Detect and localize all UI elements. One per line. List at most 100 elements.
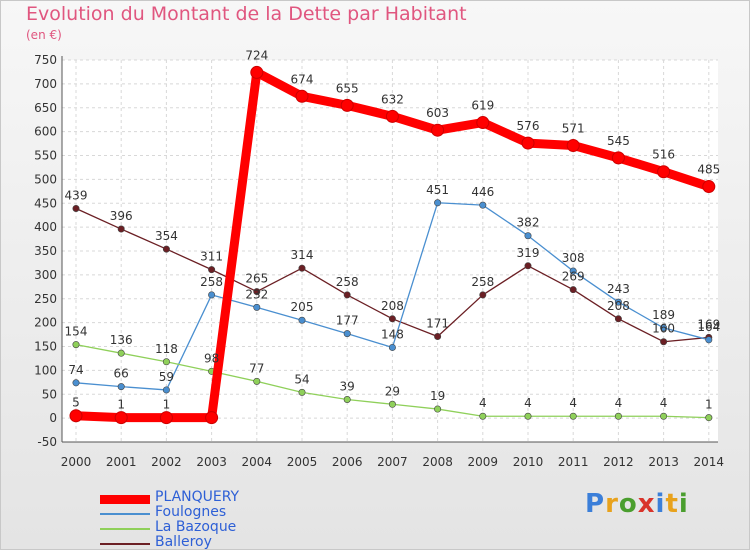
proxiti-logo: Proxiti (585, 489, 689, 519)
x-tick-label: 2010 (513, 455, 544, 469)
x-tick-label: 2001 (106, 455, 137, 469)
data-label: 243 (607, 282, 630, 296)
data-label: 265 (245, 272, 268, 286)
data-label: 232 (245, 287, 268, 301)
data-point (614, 298, 622, 306)
data-label: 154 (65, 325, 88, 339)
data-point (208, 266, 216, 274)
data-label: 354 (155, 229, 178, 243)
data-label: 485 (697, 163, 720, 177)
legend-label: La Bazoque (155, 519, 237, 535)
logo-letter: r (605, 489, 619, 519)
x-tick-label: 2008 (422, 455, 453, 469)
x-tick-label: 2007 (377, 455, 408, 469)
data-point (434, 199, 442, 207)
data-label: 4 (569, 396, 577, 410)
data-point (660, 338, 668, 346)
y-tick-label: 750 (34, 53, 57, 67)
logo-letter: x (637, 489, 656, 519)
data-point (479, 412, 487, 420)
legend-swatch (100, 494, 150, 504)
y-tick-label: 150 (34, 340, 57, 354)
data-point (434, 332, 442, 340)
data-label: 39 (340, 380, 355, 394)
data-point (569, 412, 577, 420)
data-label: 439 (65, 189, 88, 203)
data-point (208, 291, 216, 299)
data-label: 571 (562, 121, 585, 135)
data-label: 98 (204, 351, 219, 365)
data-point (705, 414, 713, 422)
data-point (340, 98, 354, 112)
data-label: 655 (336, 81, 359, 95)
data-label: 205 (291, 300, 314, 314)
data-label: 160 (652, 322, 675, 336)
data-point (611, 151, 625, 165)
data-label: 208 (607, 299, 630, 313)
data-point (205, 411, 219, 425)
logo-letter: P (585, 489, 606, 519)
data-point (295, 89, 309, 103)
data-label: 118 (155, 342, 178, 356)
data-point (159, 411, 173, 425)
y-tick-label: 300 (34, 268, 57, 282)
y-tick-label: 400 (34, 220, 57, 234)
data-point (117, 383, 125, 391)
chart-subtitle: (en €) (26, 28, 62, 42)
data-point (569, 267, 577, 275)
legend-label: PLANQUERY (155, 489, 240, 505)
data-point (479, 201, 487, 209)
x-tick-label: 2006 (332, 455, 363, 469)
y-tick-label: 500 (34, 172, 57, 186)
data-label: 258 (336, 275, 359, 289)
x-tick-label: 2012 (603, 455, 634, 469)
y-tick-label: 600 (34, 125, 57, 139)
data-point (114, 411, 128, 425)
data-label: 136 (110, 333, 133, 347)
data-point (117, 349, 125, 357)
data-point (657, 165, 671, 179)
data-label: 171 (426, 316, 449, 330)
data-label: 74 (68, 363, 83, 377)
data-label: 1 (163, 398, 171, 412)
logo-letter: i (655, 489, 666, 519)
x-tick-label: 2004 (242, 455, 273, 469)
data-label: 308 (562, 251, 585, 265)
data-point (660, 412, 668, 420)
legend-swatch (100, 528, 150, 530)
data-point (253, 288, 261, 296)
data-label: 164 (697, 320, 720, 334)
data-point (69, 409, 83, 423)
data-point (614, 315, 622, 323)
data-label: 189 (652, 308, 675, 322)
data-point (343, 396, 351, 404)
data-point (385, 109, 399, 123)
x-tick-label: 2013 (648, 455, 679, 469)
data-point (521, 136, 535, 150)
y-tick-label: -50 (37, 435, 57, 449)
data-label: 148 (381, 327, 404, 341)
data-point (343, 330, 351, 338)
data-point (388, 400, 396, 408)
data-label: 5 (72, 396, 80, 410)
y-tick-label: 200 (34, 316, 57, 330)
data-label: 77 (249, 361, 264, 375)
data-label: 258 (200, 275, 223, 289)
data-label: 674 (291, 72, 314, 86)
data-point (524, 232, 532, 240)
data-label: 1 (117, 398, 125, 412)
data-point (253, 303, 261, 311)
legend-swatch (100, 513, 150, 515)
data-point (162, 386, 170, 394)
legend-label: Foulognes (155, 504, 227, 520)
y-tick-label: 550 (34, 149, 57, 163)
data-point (524, 262, 532, 270)
y-tick-label: 450 (34, 196, 57, 210)
x-tick-label: 2011 (558, 455, 589, 469)
data-label: 177 (336, 314, 359, 328)
data-label: 4 (615, 396, 623, 410)
data-point (343, 291, 351, 299)
data-label: 4 (524, 396, 532, 410)
data-label: 4 (660, 396, 668, 410)
